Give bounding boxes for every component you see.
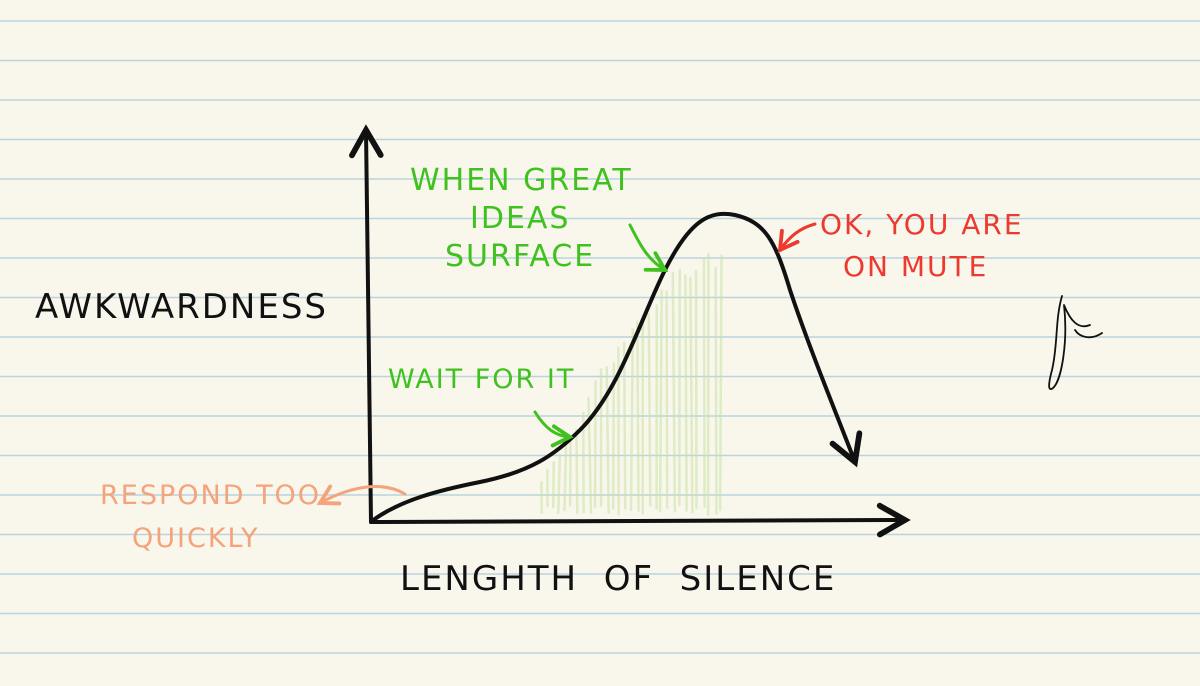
annotation-text: SURFACE [445,239,595,274]
shade-stroke [718,254,723,512]
shade-stroke [551,461,556,509]
annotation-respond-too-quickly: RESPOND TOO QUICKLY [100,480,407,554]
x-axis [369,502,911,538]
shade-stroke [587,396,593,514]
annotation-arrow [777,222,817,254]
annotation-text: RESPOND TOO [100,480,321,511]
annotation-great-ideas: WHEN GREAT IDEAS SURFACE [410,163,669,274]
shade-stroke [665,290,669,509]
annotation-text: QUICKLY [132,523,259,554]
shade-stroke [684,274,688,512]
shade-stroke [611,361,616,510]
shade-stroke [714,266,718,515]
y-axis-label: AWKWARDNESS [35,287,328,327]
shade-stroke [689,276,694,514]
annotation-arrow [533,410,574,448]
annotation-text: ON MUTE [843,250,988,283]
annotation-arrow [628,223,669,272]
y-axis [349,124,384,524]
shade-stroke [636,320,640,512]
shade-stroke [702,257,706,508]
shade-stroke [563,443,568,512]
shade-stroke [647,313,652,507]
shade-stroke [671,271,677,513]
shade-stroke [556,453,562,514]
shade-stroke [593,380,597,509]
shade-stroke [575,428,579,515]
annotation-arrow [316,484,407,506]
annotation-text: IDEAS [470,201,570,236]
shade-stroke [658,289,663,513]
annotation-text: WHEN GREAT [410,163,633,198]
shade-stroke [629,328,635,512]
green-shading [540,252,723,517]
shade-stroke [622,341,627,510]
annotation-wait-for-it: WAIT FOR IT [388,364,575,448]
annotation-on-mute: OK, YOU ARE ON MUTE [777,208,1024,283]
annotation-text: OK, YOU ARE [820,208,1024,241]
signature [1048,295,1103,390]
annotation-text: WAIT FOR IT [388,364,575,395]
x-axis-label: LENGHTH OF SILENCE [400,559,836,599]
